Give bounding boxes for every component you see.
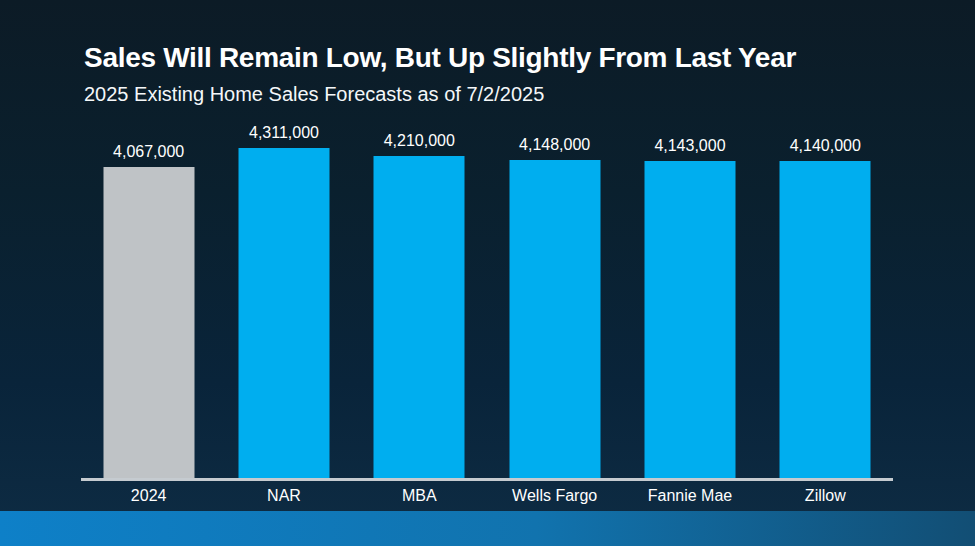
category-label: NAR bbox=[267, 487, 301, 505]
bar-column: 4,210,000MBA bbox=[352, 130, 487, 481]
category-label: Wells Fargo bbox=[512, 487, 597, 505]
bar bbox=[374, 156, 465, 478]
bar-value-label: 4,140,000 bbox=[790, 137, 861, 155]
bar bbox=[509, 160, 600, 478]
bottom-accent-strip bbox=[0, 511, 975, 546]
bar-value-label: 4,210,000 bbox=[384, 132, 455, 150]
slide-background: Sales Will Remain Low, But Up Slightly F… bbox=[0, 0, 975, 546]
category-label: 2024 bbox=[131, 487, 167, 505]
category-label: Fannie Mae bbox=[648, 487, 733, 505]
bar-value-label: 4,311,000 bbox=[249, 124, 319, 142]
bar-value-label: 4,067,000 bbox=[113, 143, 184, 161]
bar-column: 4,311,000NAR bbox=[216, 130, 351, 481]
plot-area: 4,067,00020244,311,000NAR4,210,000MBA4,1… bbox=[81, 130, 893, 481]
bar bbox=[103, 167, 194, 478]
chart-header: Sales Will Remain Low, But Up Slightly F… bbox=[84, 42, 796, 106]
bar-column: 4,067,0002024 bbox=[81, 130, 216, 481]
bar bbox=[644, 161, 735, 478]
chart-subtitle: 2025 Existing Home Sales Forecasts as of… bbox=[84, 83, 796, 106]
bar-column: 4,148,000Wells Fargo bbox=[487, 130, 622, 481]
chart-title: Sales Will Remain Low, But Up Slightly F… bbox=[84, 42, 796, 74]
bar-column: 4,140,000Zillow bbox=[758, 130, 893, 481]
category-label: MBA bbox=[402, 487, 437, 505]
bar-value-label: 4,143,000 bbox=[654, 137, 725, 155]
bar-value-label: 4,148,000 bbox=[519, 136, 590, 154]
bar-column: 4,143,000Fannie Mae bbox=[622, 130, 757, 481]
category-label: Zillow bbox=[805, 487, 846, 505]
bar bbox=[780, 161, 871, 478]
bar bbox=[238, 148, 329, 478]
x-axis-line bbox=[81, 478, 893, 481]
